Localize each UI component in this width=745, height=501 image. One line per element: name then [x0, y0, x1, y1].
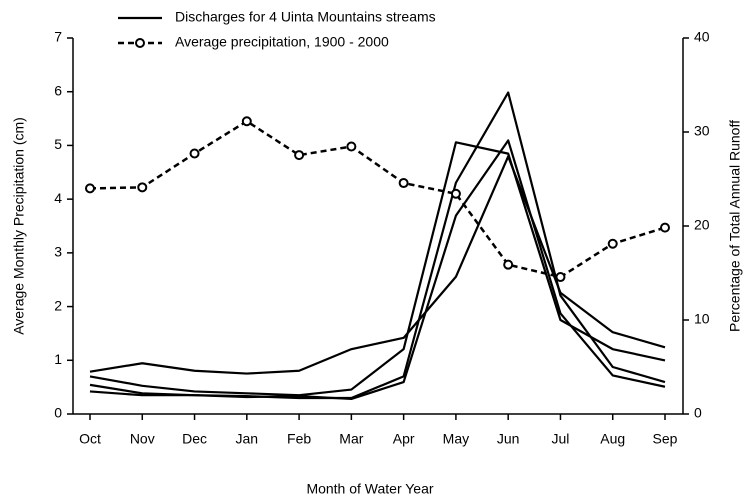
x-tick-label: Feb: [287, 431, 311, 447]
precipitation-point: [555, 272, 566, 283]
discharge-line: [89, 91, 666, 400]
precipitation-point: [660, 222, 670, 233]
y2-axis-title: Percentage of Total Annual Runoff: [727, 120, 743, 332]
y2-tick-label: 0: [694, 405, 702, 421]
y-tick-label: 6: [54, 82, 62, 98]
legend-label: Average precipitation, 1900 - 2000: [175, 34, 389, 50]
x-tick-label: Nov: [130, 431, 155, 447]
x-tick-label: Dec: [182, 431, 207, 447]
x-tick-label: Oct: [79, 431, 101, 447]
y-axis-title: Average Monthly Precipitation (cm): [11, 117, 27, 335]
precipitation-point: [294, 150, 305, 161]
discharge-line: [89, 155, 666, 375]
x-tick-label: Jul: [552, 431, 570, 447]
x-axis-title: Month of Water Year: [306, 481, 433, 497]
y2-tick-label: 20: [694, 217, 710, 233]
legend-marker: [135, 38, 145, 48]
precipitation-point: [398, 178, 409, 189]
x-tick-label: Jun: [497, 431, 520, 447]
y-tick-label: 7: [54, 29, 62, 45]
y-tick-label: 0: [54, 405, 62, 421]
x-tick-label: Sep: [653, 431, 678, 447]
precipitation-point: [241, 116, 252, 127]
x-tick-label: Aug: [600, 431, 625, 447]
x-tick-label: Mar: [339, 431, 363, 447]
precipitation-point: [346, 141, 357, 152]
discharge-line: [89, 139, 666, 401]
y-tick-label: 5: [54, 136, 62, 152]
y-tick-label: 4: [54, 190, 62, 206]
precipitation-point: [137, 182, 148, 193]
y2-tick-label: 40: [694, 29, 710, 45]
legend-label: Discharges for 4 Uinta Mountains streams: [175, 9, 436, 25]
precipitation-line: [89, 119, 666, 279]
x-tick-label: Jan: [236, 431, 259, 447]
x-tick-label: Apr: [393, 431, 415, 447]
precipitation-point: [85, 183, 95, 194]
precipitation-point: [189, 148, 200, 159]
y2-tick-label: 30: [694, 123, 710, 139]
y-tick-label: 3: [54, 244, 62, 260]
discharge-line: [89, 141, 666, 397]
y2-tick-label: 10: [694, 311, 710, 327]
y-tick-label: 2: [54, 297, 62, 313]
y-tick-label: 1: [54, 351, 62, 367]
precipitation-point: [503, 259, 514, 270]
precipitation-point: [450, 188, 461, 199]
x-tick-label: May: [443, 431, 469, 447]
precipitation-point: [607, 238, 618, 249]
